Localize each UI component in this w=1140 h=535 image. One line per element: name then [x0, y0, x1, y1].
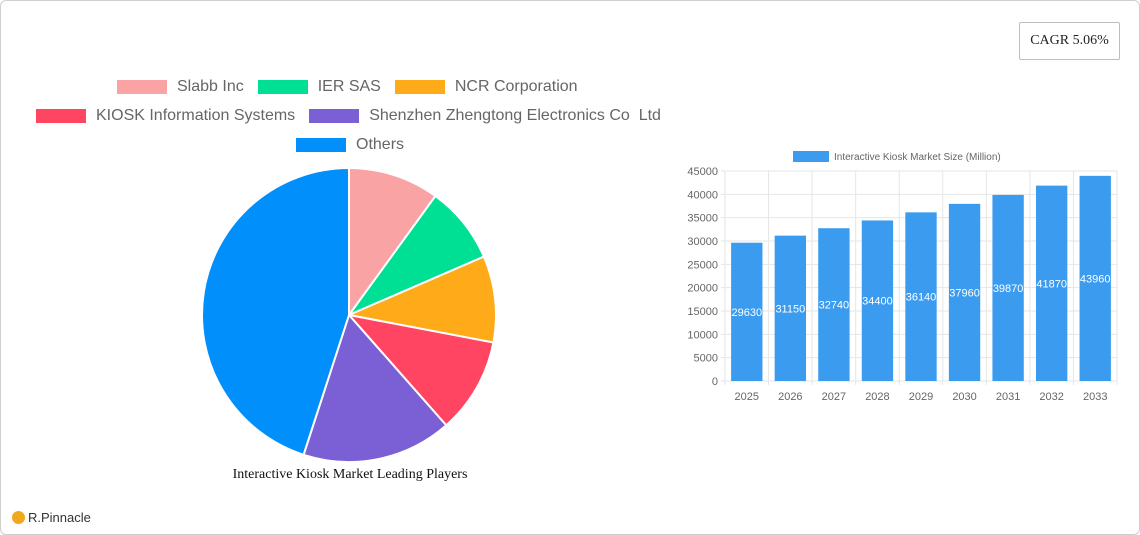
brand-logo: R.Pinnacle [12, 510, 91, 525]
legend-swatch [36, 109, 86, 123]
x-tick-label: 2030 [952, 391, 976, 403]
bar-value-label: 43960 [1080, 273, 1111, 285]
bar-legend-label: Interactive Kiosk Market Size (Million) [834, 152, 1001, 163]
bar-2032[interactable] [1035, 185, 1068, 381]
y-tick-label: 10000 [687, 329, 718, 341]
pie-slice-4[interactable] [302, 313, 448, 463]
legend-swatch [296, 138, 346, 152]
bar-2030[interactable] [948, 203, 981, 381]
legend-swatch [257, 80, 308, 94]
bar-value-label: 31150 [775, 303, 805, 315]
pie-legend-row-3: Others [296, 136, 418, 154]
pie-chart-title: Interactive Kiosk Market Leading Players [232, 467, 468, 482]
legend-item-kiosk[interactable]: KIOSK Information Systems [36, 107, 295, 125]
bar-legend-swatch[interactable] [793, 151, 829, 162]
y-tick-label: 25000 [687, 259, 718, 271]
pie-slice-5[interactable] [201, 166, 350, 457]
pie-slice-0[interactable] [348, 166, 437, 319]
bar-2027[interactable] [818, 228, 850, 381]
legend-label: Others [356, 136, 405, 153]
bar-2033[interactable] [1079, 175, 1111, 381]
x-tick-label: 2028 [865, 391, 889, 403]
legend-item-ier[interactable]: IER SAS [257, 78, 381, 96]
bar-value-label: 41870 [1036, 278, 1067, 290]
y-tick-label: 5000 [694, 353, 718, 365]
pie-chart [201, 166, 497, 463]
bar-chart: Interactive Kiosk Market Size (Million) 0… [687, 151, 1118, 403]
y-tick-label: 45000 [687, 166, 718, 178]
x-tick-label: 2033 [1083, 391, 1107, 403]
y-tick-label: 0 [712, 376, 718, 388]
x-tick-label: 2031 [996, 391, 1020, 403]
x-tick-label: 2027 [822, 391, 846, 403]
y-tick-label: 15000 [687, 306, 718, 318]
bar-value-label: 39870 [993, 283, 1024, 295]
y-tick-label: 20000 [687, 283, 718, 295]
pie-legend-row-2: KIOSK Information Systems Shenzhen Zheng… [36, 107, 675, 125]
bar-value-label: 36140 [906, 292, 937, 304]
pie-legend-row-1: Slabb Inc IER SAS NCR Corporation [117, 78, 592, 96]
logo-icon [12, 511, 25, 524]
legend-item-others[interactable]: Others [296, 136, 404, 154]
legend-label: IER SAS [317, 78, 381, 95]
cagr-badge: CAGR 5.06% [1019, 22, 1120, 60]
bar-value-label: 29630 [731, 307, 762, 319]
bar-value-label: 34400 [862, 296, 893, 308]
y-tick-label: 30000 [687, 236, 718, 248]
bar-value-label: 32740 [819, 300, 850, 312]
legend-label: NCR Corporation [454, 78, 578, 95]
bar-2025[interactable] [731, 242, 763, 381]
logo-text: R.Pinnacle [28, 510, 91, 525]
y-tick-label: 40000 [687, 189, 718, 201]
x-tick-label: 2029 [909, 391, 933, 403]
legend-item-ncr[interactable]: NCR Corporation [394, 78, 578, 96]
x-tick-label: 2025 [735, 391, 759, 403]
bar-2029[interactable] [905, 212, 937, 381]
x-tick-label: 2032 [1039, 391, 1063, 403]
legend-label: Slabb Inc [177, 78, 244, 95]
x-tick-label: 2026 [778, 391, 802, 403]
bar-2026[interactable] [774, 235, 807, 381]
bar-2028[interactable] [861, 220, 894, 381]
y-tick-label: 35000 [687, 213, 718, 225]
legend-item-slabb[interactable]: Slabb Inc [117, 78, 244, 96]
legend-swatch [309, 109, 360, 123]
legend-item-shenzhen[interactable]: Shenzhen Zhengtong Electronics Co Ltd [309, 107, 661, 125]
legend-label: KIOSK Information Systems [96, 107, 296, 124]
legend-label: Shenzhen Zhengtong Electronics Co Ltd [369, 107, 661, 124]
bar-2031[interactable] [992, 194, 1024, 381]
pie-slice-3[interactable] [346, 313, 495, 427]
legend-swatch [394, 80, 445, 94]
bar-value-label: 37960 [949, 287, 980, 299]
legend-swatch [117, 80, 167, 94]
